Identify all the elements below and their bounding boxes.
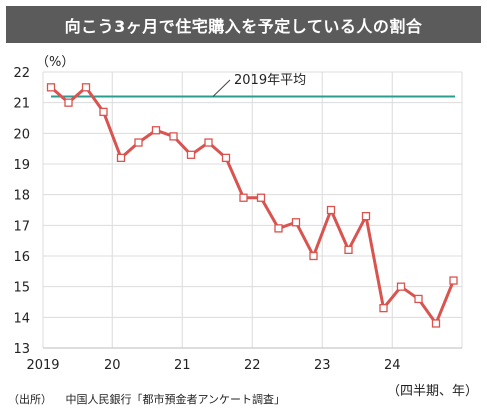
y-tick-label: 19 [13, 158, 30, 173]
data-point [309, 251, 318, 261]
x-axis-label: （四半期、年） [387, 384, 478, 399]
gridlines [42, 71, 463, 349]
data-point [239, 193, 248, 202]
y-tick-label: 21 [13, 97, 30, 112]
data-point [186, 150, 196, 159]
data-point [169, 132, 178, 141]
y-tick-labels: 13 14 15 16 17 18 19 20 21 22 [13, 66, 30, 357]
y-tick-label: 17 [13, 219, 30, 234]
x-tick-label: 2019 [26, 358, 59, 373]
x-tick-label: 21 [174, 358, 191, 373]
data-point [151, 126, 161, 135]
source-text: 中国人民銀行「都市預金者アンケート調査」 [65, 393, 286, 406]
data-point [204, 138, 213, 147]
y-tick-label: 13 [13, 342, 30, 357]
y-tick-label: 20 [13, 127, 30, 142]
reference-line: 2019年平均 [51, 73, 455, 98]
data-point [134, 138, 143, 147]
y-tick-label: 16 [13, 250, 30, 265]
y-tick-label: 22 [13, 66, 30, 81]
data-point [414, 294, 423, 304]
data-point [344, 245, 353, 255]
data-point [291, 218, 301, 227]
data-point [81, 83, 91, 92]
data-point [256, 193, 266, 202]
chart-title: 向こう3ヶ月で住宅購入を予定している人の割合 [6, 6, 481, 43]
reference-leader-line [212, 79, 231, 97]
data-point [64, 98, 73, 107]
source-note: （出所） 中国人民銀行「都市預金者アンケート調査」 [8, 391, 295, 407]
x-tick-label: 22 [244, 358, 261, 373]
data-point [431, 319, 441, 328]
x-tick-labels: 2019 20 21 22 23 24 [26, 358, 400, 373]
y-tick-label: 15 [13, 281, 30, 296]
x-tick-label: 20 [104, 358, 121, 373]
data-point [361, 211, 371, 221]
data-point [99, 107, 108, 117]
y-axis-label: （%） [36, 55, 74, 70]
data-point [449, 276, 458, 285]
reference-line-label: 2019年平均 [234, 73, 306, 88]
x-tick-label: 23 [314, 358, 331, 373]
data-point [274, 224, 283, 233]
y-tick-label: 14 [13, 311, 30, 326]
data-point [326, 205, 336, 215]
x-tick-label: 24 [384, 358, 401, 373]
source-label: （出所） [8, 393, 52, 406]
data-point [46, 83, 56, 92]
data-point [221, 153, 231, 163]
data-point [396, 282, 406, 291]
y-tick-label: 18 [13, 189, 30, 204]
data-point [116, 153, 126, 163]
series-group [46, 83, 458, 328]
data-point [379, 303, 388, 313]
